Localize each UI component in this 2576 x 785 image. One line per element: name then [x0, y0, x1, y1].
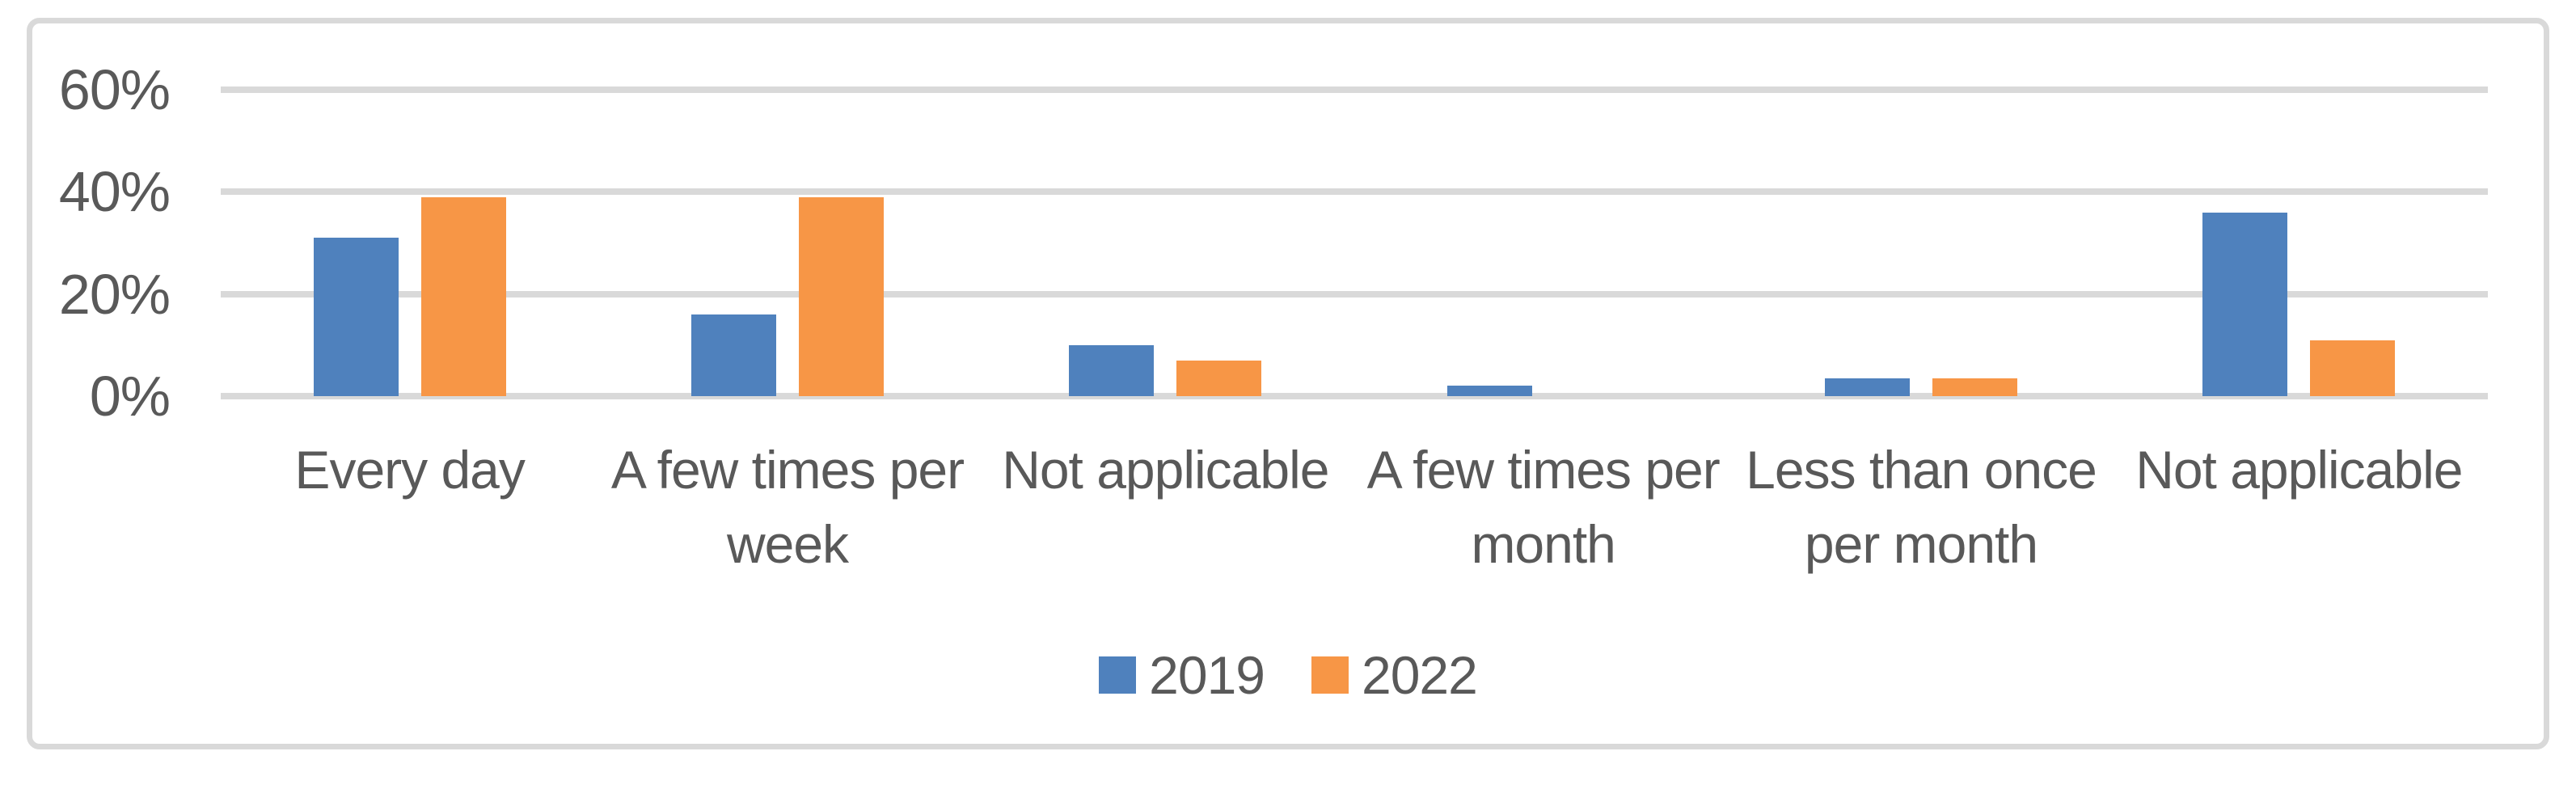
legend-swatch-2019	[1099, 656, 1137, 694]
legend: 2019 2022	[27, 648, 2549, 702]
chart-frame	[27, 18, 2549, 749]
legend-swatch-2022	[1311, 656, 1349, 694]
legend-label-2019: 2019	[1149, 645, 1265, 705]
legend-entry-2022: 2022	[1311, 645, 1478, 705]
legend-entry-2019: 2019	[1099, 648, 1265, 702]
legend-label-2022: 2022	[1362, 645, 1478, 705]
